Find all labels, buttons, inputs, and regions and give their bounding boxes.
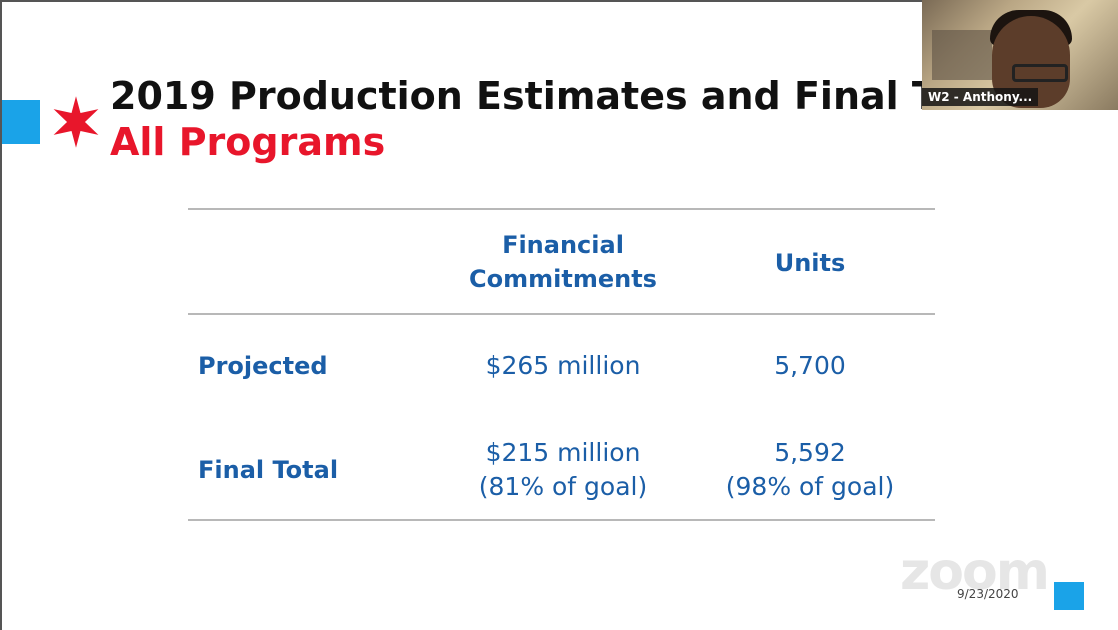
header-financial-line2: Commitments <box>469 265 657 293</box>
final-units-value: 5,592 <box>774 438 846 467</box>
zoom-watermark: zoom <box>900 542 1050 602</box>
table-top-rule <box>188 208 935 210</box>
final-units-note: (98% of goal) <box>725 472 895 501</box>
row-label-projected: Projected <box>198 352 328 380</box>
table-bottom-rule <box>188 519 935 521</box>
slide-title: 2019 Production Estimates and Final Tota… <box>110 74 1039 118</box>
projected-units: 5,700 <box>774 351 846 380</box>
participant-name-label: W2 - Anthony... <box>922 88 1039 106</box>
slide-date: 9/23/2020 <box>957 587 1019 601</box>
accent-square-right <box>1054 582 1084 610</box>
final-financial-value: $215 million <box>485 438 641 467</box>
chicago-star-icon <box>53 96 99 148</box>
participant-glasses <box>1012 64 1068 82</box>
video-background <box>932 30 992 80</box>
table-header-rule <box>188 313 935 315</box>
final-financial-note: (81% of goal) <box>478 472 648 501</box>
header-financial-line1: Financial <box>502 231 624 259</box>
final-financial: $215 million (81% of goal) <box>433 436 693 504</box>
slide-subtitle: All Programs <box>110 120 386 164</box>
projected-financial: $265 million <box>485 351 641 380</box>
production-table: Financial Commitments Units Projected $2… <box>188 208 935 522</box>
accent-bar-left <box>2 100 40 144</box>
header-units: Units <box>774 249 846 277</box>
row-label-final-total: Final Total <box>198 456 339 484</box>
final-units: 5,592 (98% of goal) <box>710 436 910 504</box>
header-financial: Financial Commitments <box>433 228 693 296</box>
